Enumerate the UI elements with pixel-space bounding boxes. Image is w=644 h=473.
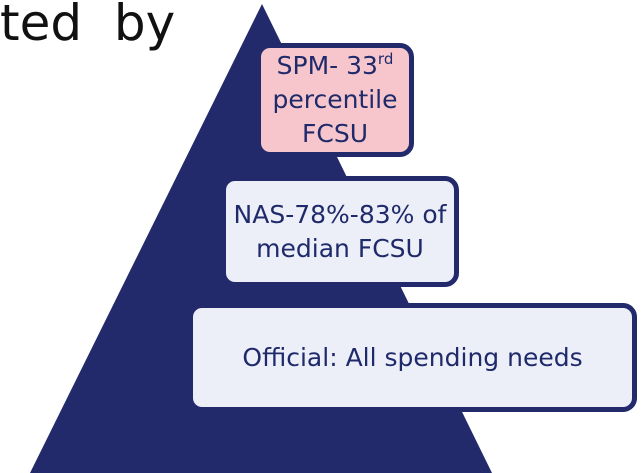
tier-box: NAS-78%-83% of median FCSU bbox=[221, 176, 459, 287]
tier-box: Official: All spending needs bbox=[188, 303, 637, 412]
tier-text: SPM- 33 bbox=[276, 51, 378, 80]
tier-line: Official: All spending needs bbox=[242, 342, 583, 372]
superscript: rd bbox=[377, 50, 394, 68]
tier-box: SPM- 33rd percentile FCSU bbox=[256, 43, 414, 157]
tier-line: NAS-78%-83% of bbox=[233, 199, 447, 229]
tier-line: median FCSU bbox=[256, 233, 424, 263]
tier-line: percentile FCSU bbox=[272, 85, 398, 148]
heading: ted by bbox=[0, 0, 176, 52]
tier-line: SPM- 33rd bbox=[277, 49, 394, 83]
